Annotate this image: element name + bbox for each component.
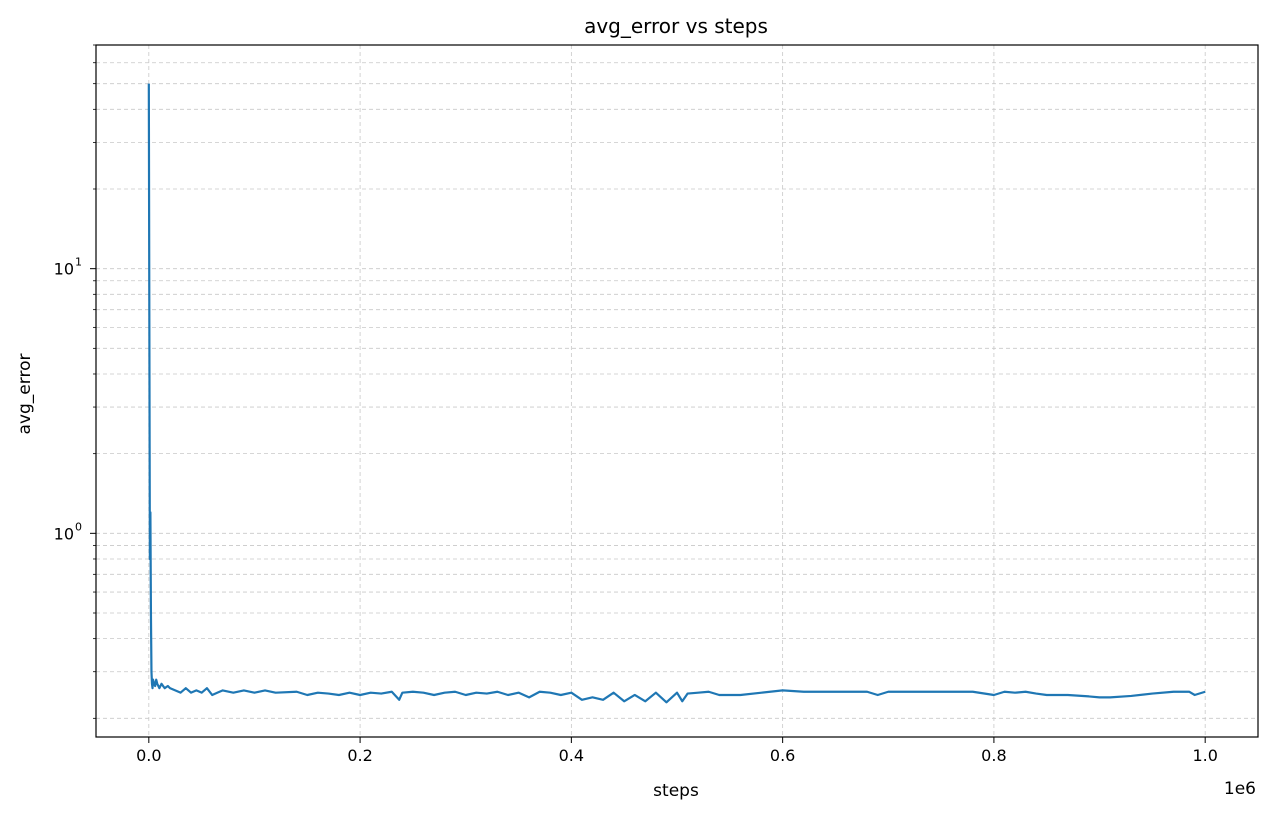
y-tick-exponent: 0 <box>75 520 82 533</box>
x-tick-label: 0.4 <box>559 746 584 765</box>
x-tick-label: 0.8 <box>981 746 1006 765</box>
x-tick-label: 1.0 <box>1192 746 1217 765</box>
y-axis-label: avg_error <box>15 354 35 435</box>
y-tick-exponent: 1 <box>75 256 82 269</box>
x-axis-label: steps <box>653 781 699 801</box>
axes-frame <box>95 44 1259 738</box>
y-tick-label: 10 <box>54 260 74 279</box>
x-tick-label: 0.6 <box>770 746 795 765</box>
y-tick-label: 10 <box>54 524 74 543</box>
chart-title: avg_error vs steps <box>584 14 768 38</box>
grid <box>96 44 1258 737</box>
plot-area <box>147 83 1206 704</box>
x-tick-label: 0.0 <box>136 746 161 765</box>
x-axis-offset-label: 1e6 <box>1224 779 1256 799</box>
series-line <box>147 83 1206 704</box>
x-tick-label: 0.2 <box>347 746 372 765</box>
